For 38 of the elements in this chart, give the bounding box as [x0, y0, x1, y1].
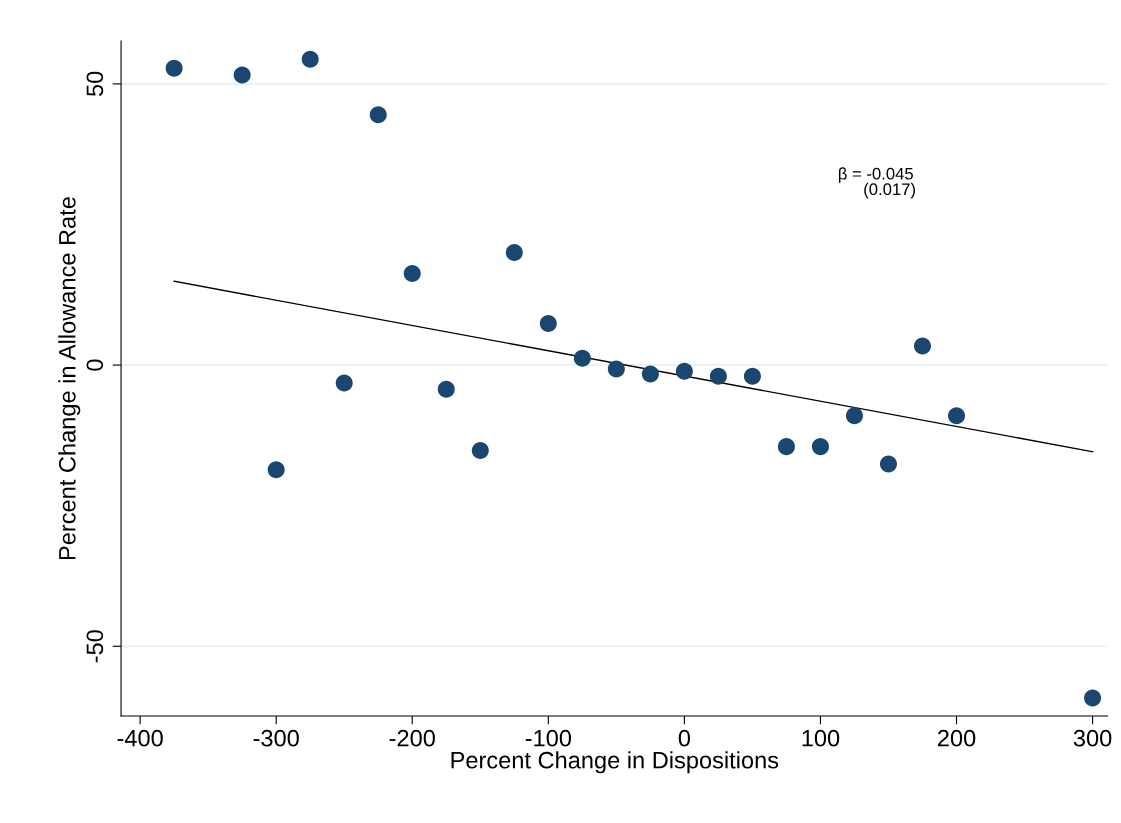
point: [573, 349, 591, 367]
point: [471, 442, 489, 460]
y-axis-title: Percent Change in Allowance Rate: [58, 197, 81, 560]
x-tick-label: -400: [117, 729, 163, 747]
y-tick-label: 50: [86, 71, 104, 97]
x-axis-title: Percent Change in Dispositions: [451, 751, 779, 774]
point: [641, 365, 659, 383]
x-tick-label: 200: [938, 729, 976, 747]
point: [675, 362, 693, 380]
y-tick-label: -50: [86, 630, 104, 663]
point: [777, 438, 795, 456]
point: [403, 264, 421, 282]
point: [913, 337, 931, 355]
annotation: β = -0.045 (0.017): [838, 167, 915, 199]
y-tick-label: 0: [86, 359, 104, 371]
point: [811, 438, 829, 456]
point: [437, 380, 455, 398]
point: [369, 106, 387, 124]
point: [743, 367, 761, 385]
point: [709, 367, 727, 385]
x-tick-label: 0: [678, 729, 691, 747]
point: [1084, 689, 1102, 707]
x-tick-label: 100: [802, 729, 840, 747]
x-tick-label: -300: [253, 729, 299, 747]
point: [948, 407, 966, 425]
x-tick-label: -100: [525, 729, 572, 747]
point: [233, 66, 251, 84]
point: [879, 455, 897, 473]
point: [301, 50, 319, 68]
point: [607, 360, 625, 378]
point: [505, 244, 523, 262]
point: [165, 59, 183, 77]
point: [845, 407, 863, 425]
x-tick-label: 300: [1073, 729, 1112, 747]
point: [335, 374, 353, 392]
point: [267, 461, 285, 479]
point: [539, 314, 557, 332]
x-tick-label: -200: [389, 729, 435, 747]
